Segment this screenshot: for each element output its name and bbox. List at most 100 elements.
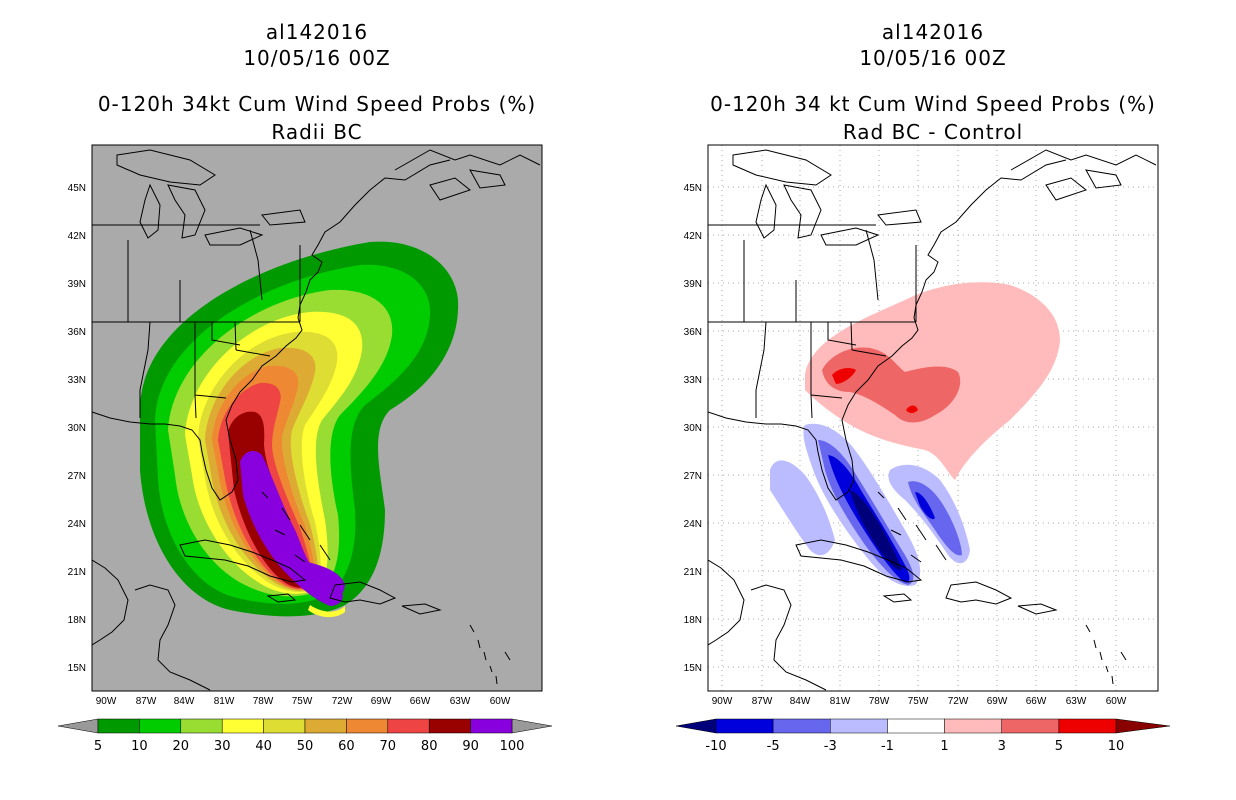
left-subtitle: Radii BC — [271, 120, 363, 144]
left-lat-label: 42N — [68, 231, 86, 242]
right-cb-label: 10 — [1108, 739, 1125, 754]
left-colorbar: 5 10 20 30 40 50 60 70 80 90 100 — [57, 718, 553, 754]
left-cb-swatch — [470, 718, 513, 734]
right-lat-label: 45N — [684, 183, 702, 194]
edge-fringe — [308, 605, 345, 618]
right-lon-label: 87W — [752, 696, 773, 707]
left-lon-label: 90W — [96, 696, 117, 707]
left-cb-label: 20 — [173, 739, 190, 754]
left-lon-label: 69W — [371, 696, 392, 707]
left-cb-label: 80 — [421, 739, 438, 754]
right-map — [708, 145, 1158, 691]
right-storm-id: al142016 — [881, 20, 985, 44]
left-lon-label: 81W — [214, 696, 235, 707]
right-cb-swatch — [830, 718, 888, 734]
left-lat-label: 36N — [68, 327, 86, 338]
left-lat-label: 33N — [68, 375, 86, 386]
left-cb-label: 90 — [462, 739, 479, 754]
right-lon-label: 90W — [712, 696, 733, 707]
prob-band-100 — [300, 560, 345, 602]
diff-pos-5 — [832, 367, 856, 384]
left-cb-swatch — [346, 718, 389, 734]
right-lat-label: 15N — [684, 663, 702, 674]
right-cb-swatch — [715, 718, 774, 734]
right-datetime: 10/05/16 00Z — [859, 46, 1007, 70]
prob-band-90 — [240, 450, 343, 606]
left-lat-axis: 45N 42N 39N 36N 33N 30N 27N 24N 21N 18N … — [68, 183, 86, 674]
right-cb-label: 3 — [998, 739, 1006, 754]
right-lat-label: 21N — [684, 567, 702, 578]
left-datetime: 10/05/16 00Z — [243, 46, 391, 70]
left-cb-label: 5 — [94, 739, 102, 754]
left-cb-label: 100 — [500, 739, 525, 754]
right-lon-axis: 90W 87W 84W 81W 78W 75W 72W 69W 66W 63W … — [712, 696, 1127, 707]
right-cb-label: 5 — [1055, 739, 1063, 754]
diff-neg-1 — [770, 460, 835, 556]
left-lon-label: 72W — [332, 696, 353, 707]
left-map-frame — [91, 144, 543, 692]
right-lon-label: 75W — [908, 696, 929, 707]
left-cb-over-arrow — [511, 718, 553, 734]
right-lat-label: 42N — [684, 231, 702, 242]
left-lon-label: 75W — [292, 696, 313, 707]
right-cb-over-arrow — [1115, 718, 1171, 734]
left-lat-label: 18N — [68, 615, 86, 626]
right-cb-under-arrow — [675, 718, 717, 734]
right-cb-label: -5 — [767, 739, 780, 754]
left-cb-label: 70 — [380, 739, 397, 754]
left-cb-swatch — [263, 718, 306, 734]
left-lat-label: 30N — [68, 423, 86, 434]
left-cb-label: 60 — [338, 739, 355, 754]
diff-pos-3 — [822, 347, 961, 423]
right-lon-label: 72W — [948, 696, 969, 707]
right-lon-label: 84W — [790, 696, 811, 707]
left-lon-axis: 90W 87W 84W 81W 78W 75W 72W 69W 66W 63W … — [96, 696, 511, 707]
diff-neg-10 — [850, 490, 902, 571]
left-title: 0-120h 34kt Cum Wind Speed Probs (%) — [97, 92, 537, 116]
right-lat-label: 39N — [684, 279, 702, 290]
right-lat-label: 24N — [684, 519, 702, 530]
right-colorbar: -10 -5 -3 -1 1 3 5 10 — [675, 718, 1171, 754]
left-cb-label: 50 — [297, 739, 314, 754]
left-cb-label: 30 — [214, 739, 231, 754]
left-cb-label: 10 — [131, 739, 148, 754]
left-lat-label: 45N — [68, 183, 86, 194]
right-cb-swatch — [887, 718, 945, 734]
left-cb-swatch — [139, 718, 182, 734]
left-cb-swatch — [304, 718, 347, 734]
right-title: 0-120h 34 kt Cum Wind Speed Probs (%) — [710, 92, 1156, 116]
right-cb-label: 1 — [940, 739, 948, 754]
right-cb-swatch — [772, 718, 831, 734]
right-lat-label: 30N — [684, 423, 702, 434]
right-lat-label: 36N — [684, 327, 702, 338]
left-lat-label: 39N — [68, 279, 86, 290]
right-lon-label: 69W — [987, 696, 1008, 707]
left-lon-label: 87W — [136, 696, 157, 707]
left-lat-label: 27N — [68, 471, 86, 482]
left-cb-under-arrow — [57, 718, 99, 734]
left-lon-label: 60W — [490, 696, 511, 707]
left-lat-label: 24N — [68, 519, 86, 530]
right-cb-label: -1 — [881, 739, 894, 754]
left-cb-swatch — [428, 718, 471, 734]
right-cb-swatch — [1001, 718, 1060, 734]
right-lat-label: 33N — [684, 375, 702, 386]
right-lon-label: 78W — [869, 696, 890, 707]
left-cb-label: 40 — [255, 739, 272, 754]
right-map-frame — [707, 144, 1159, 692]
right-lat-label: 18N — [684, 615, 702, 626]
left-lon-label: 63W — [450, 696, 471, 707]
left-lat-label: 15N — [68, 663, 86, 674]
right-lon-label: 66W — [1026, 696, 1047, 707]
right-lat-label: 27N — [684, 471, 702, 482]
left-cb-swatch — [387, 718, 430, 734]
left-storm-id: al142016 — [265, 20, 369, 44]
diff-neg-5b — [915, 492, 935, 520]
left-cb-swatch — [97, 718, 140, 734]
right-subtitle: Rad BC - Control — [842, 120, 1024, 144]
diff-pos-5b — [906, 405, 918, 413]
right-cb-label: -10 — [705, 739, 726, 754]
right-lon-label: 81W — [830, 696, 851, 707]
left-lon-label: 84W — [174, 696, 195, 707]
